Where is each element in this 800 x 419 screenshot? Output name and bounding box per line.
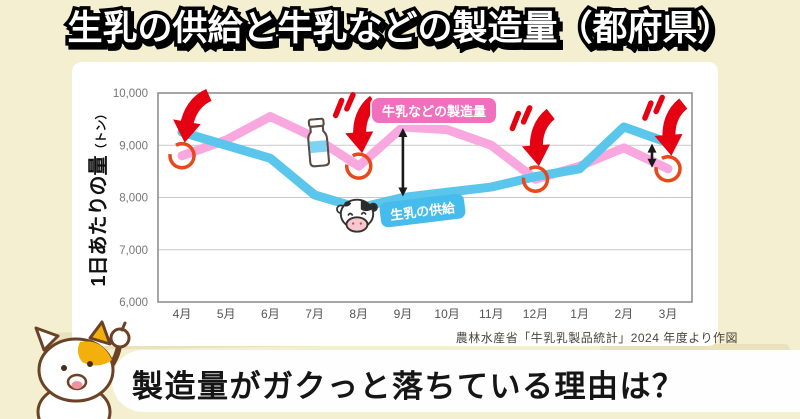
highlight-ring <box>344 152 373 180</box>
x-tick-label: 5月 <box>217 307 236 321</box>
y-tick-label: 9,000 <box>119 140 148 152</box>
y-tick-label: 7,000 <box>119 245 148 257</box>
y-tick-label: 10,000 <box>113 88 148 100</box>
x-tick-label: 6月 <box>261 307 280 321</box>
chart-panel: 1日あたりの量（トン） 10,000 9,000 8,000 7,000 6,000 4月… <box>72 62 718 346</box>
production-line <box>177 112 673 184</box>
black-gap-arrow-icon <box>647 143 657 168</box>
highlight-ring <box>654 155 682 183</box>
question-banner <box>112 350 800 412</box>
y-tick-label: 8,000 <box>119 193 148 205</box>
x-tick-label: 12月 <box>523 307 548 321</box>
milk-bottle-icon <box>307 117 331 168</box>
x-tick-label: 7月 <box>305 307 324 321</box>
red-drop-arrow-icon <box>509 105 556 167</box>
red-drop-arrow-icon <box>642 94 688 156</box>
highlight-ring <box>521 165 550 193</box>
production-series-label: 牛乳などの製造量 <box>372 98 497 123</box>
cow-icon <box>336 198 378 233</box>
x-tick-label: 10月 <box>434 307 459 321</box>
supply-line <box>177 122 673 213</box>
x-tick-label: 8月 <box>349 307 368 321</box>
x-tick-label: 9月 <box>394 307 413 321</box>
milk-line-chart: 10,000 9,000 8,000 7,000 6,000 4月 5月 6月 7月 8月 9月 10… <box>113 88 693 321</box>
x-tick-label: 2月 <box>614 307 633 321</box>
x-tick-label: 3月 <box>659 307 678 321</box>
red-drop-arrow-icon <box>332 92 379 154</box>
x-tick-label: 4月 <box>173 307 192 321</box>
highlight-ring <box>168 141 196 170</box>
page-title: 生乳の供給と牛乳などの製造量（都府県） 生乳の供給と牛乳などの製造量（都府県） <box>0 6 800 52</box>
decor-ribbon <box>600 344 790 355</box>
red-drop-arrow-icon <box>173 89 212 143</box>
x-tick-label: 1月 <box>570 307 589 321</box>
question-text: 製造量がガクっと落ちている理由は？ <box>132 369 685 404</box>
cat-mascot-icon <box>34 320 131 419</box>
y-tick-label: 6,000 <box>119 297 148 309</box>
page-title-text: 生乳の供給と牛乳などの製造量（都府県） <box>67 9 733 48</box>
plot-border <box>157 92 693 303</box>
source-note: 農林水産省「牛乳乳製品統計」2024 年度より作図 <box>455 331 738 345</box>
x-tick-label: 11月 <box>479 307 503 321</box>
page-title-outline: 生乳の供給と牛乳などの製造量（都府県） <box>64 6 736 52</box>
black-gap-arrow-icon <box>398 127 408 197</box>
